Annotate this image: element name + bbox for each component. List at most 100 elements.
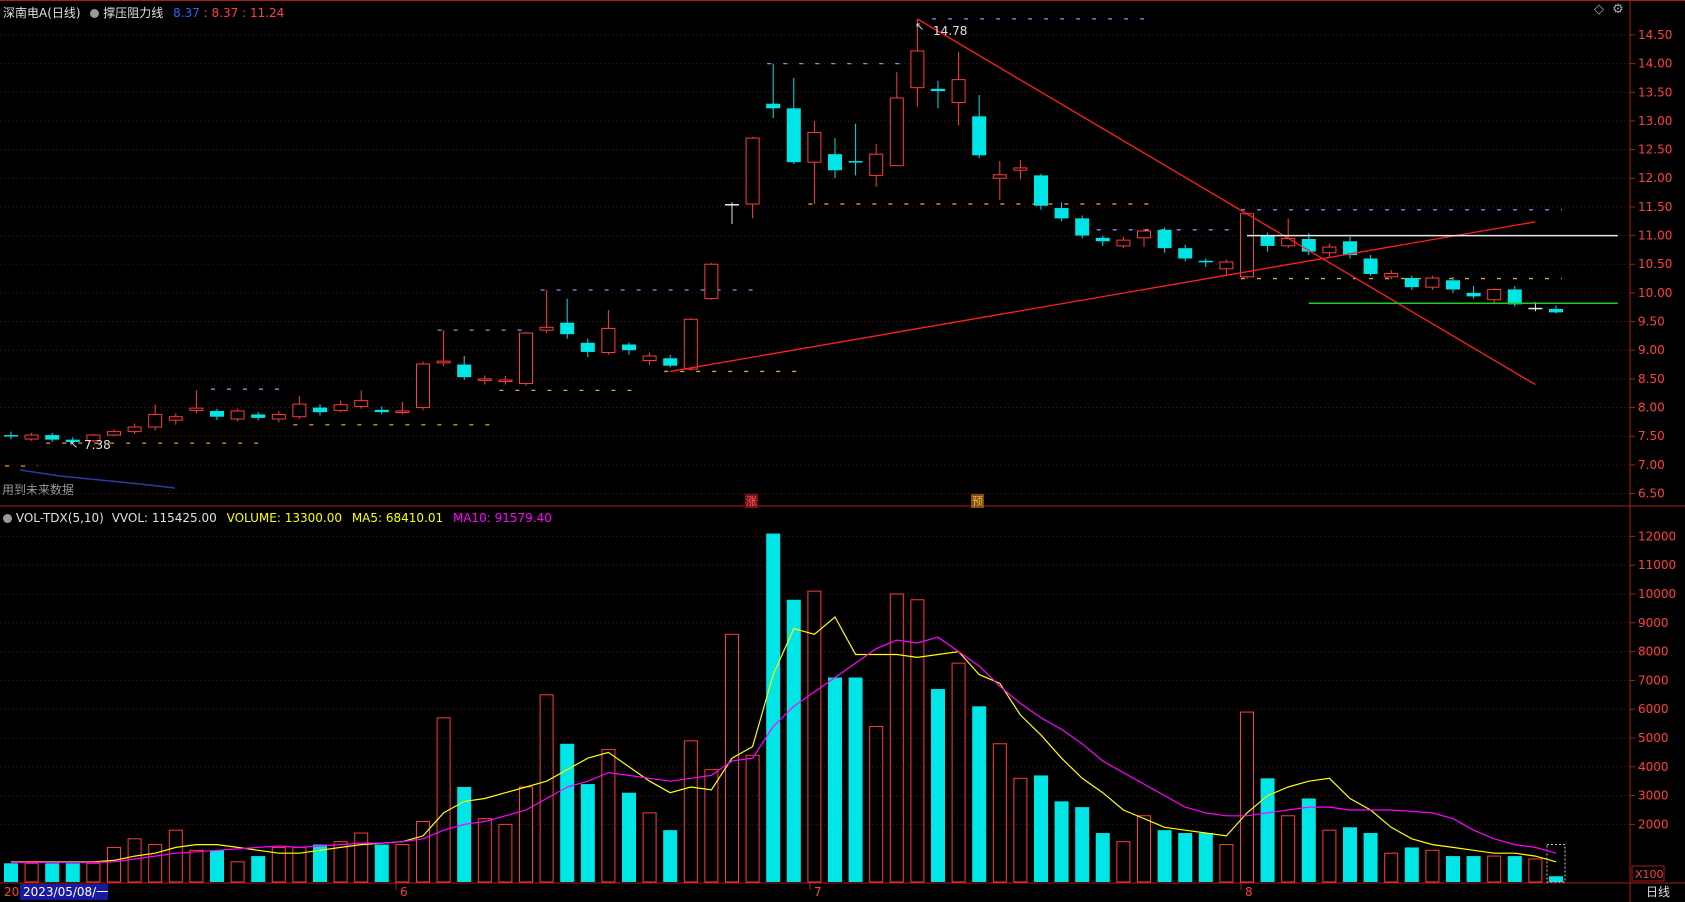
period-tab[interactable]: 日线 <box>1646 885 1670 899</box>
circle-icon[interactable] <box>90 9 100 18</box>
volume-bar <box>1384 852 1399 883</box>
future-data-curve <box>19 469 176 489</box>
gear-icon[interactable]: ⚙ <box>1612 2 1624 17</box>
price-tick-label: 9.00 <box>1638 343 1665 357</box>
candle-body <box>580 342 595 352</box>
volume-ma-lines <box>11 616 1557 864</box>
candle <box>457 355 472 381</box>
candle-body <box>725 204 739 206</box>
indicator-value-3: 11.24 <box>249 6 285 20</box>
price-tick-label: 12.50 <box>1638 143 1672 157</box>
candle-body <box>1013 167 1028 171</box>
min-price-arrow: ↖ <box>69 438 78 451</box>
candle-body <box>292 403 307 418</box>
candle-body <box>1116 239 1131 247</box>
volume-bar <box>1198 833 1213 882</box>
candle-body <box>1446 280 1460 290</box>
candle <box>436 330 451 367</box>
candle-body <box>189 407 204 411</box>
volume-indicator-name[interactable]: VOL-TDX(5,10) <box>15 511 104 525</box>
indicator-name[interactable]: 撑压阻力线 <box>103 6 164 20</box>
candle-body <box>1384 272 1399 278</box>
candle <box>1240 212 1254 279</box>
stock-name[interactable]: 深南电A <box>3 6 48 20</box>
candle-body <box>4 435 18 437</box>
candle <box>1116 236 1131 249</box>
candle-body <box>1240 213 1254 278</box>
volume-bar <box>24 862 39 883</box>
volume-bar <box>1363 833 1378 882</box>
max-price-label: 14.78 <box>933 24 967 38</box>
candle-body <box>374 409 389 413</box>
candle-body <box>395 410 410 413</box>
candle <box>1281 218 1296 249</box>
candle-body <box>1425 277 1440 288</box>
price-tick-label: 14.50 <box>1638 28 1672 42</box>
price-tick-label: 13.00 <box>1638 114 1672 128</box>
candle <box>539 290 554 334</box>
volume-bar <box>951 662 966 883</box>
volume-bar <box>65 863 80 882</box>
candle <box>951 52 966 126</box>
price-tick-label: 12.00 <box>1638 171 1672 185</box>
price-tick-label: 13.50 <box>1638 85 1672 99</box>
date-prefix: 20 <box>4 885 19 899</box>
volume-bar <box>766 533 781 882</box>
max-price-arrow: ↖ <box>915 20 924 33</box>
volume-bar <box>683 740 698 883</box>
candle <box>1178 244 1193 262</box>
volume-bar <box>1507 856 1522 882</box>
volume-bars <box>4 533 1566 883</box>
month-tick-6: 6 <box>400 885 408 899</box>
volume-bar <box>1054 801 1069 882</box>
candle <box>642 352 657 366</box>
candle-body <box>622 344 636 351</box>
candle <box>1446 276 1460 293</box>
volume-bar <box>725 633 739 883</box>
trend-lines <box>670 18 1618 386</box>
candle <box>292 396 307 420</box>
candle <box>1054 202 1069 222</box>
candle-body <box>807 131 822 163</box>
candle <box>1466 286 1481 299</box>
candle <box>1137 228 1151 248</box>
circle-icon[interactable] <box>3 514 12 523</box>
diamond-icon[interactable]: ◇ <box>1594 2 1604 17</box>
candle-body <box>1549 308 1563 313</box>
candle <box>972 95 987 159</box>
volume-header: VOL-TDX(5,10) VVOL: 115425.00 VOLUME: 13… <box>3 511 552 525</box>
price-tick-label: 8.50 <box>1638 372 1665 386</box>
volume-bar <box>828 677 842 882</box>
volume-bar <box>560 743 575 882</box>
volume-bar <box>457 786 472 882</box>
candle <box>148 404 163 431</box>
candle-body <box>127 426 142 433</box>
candle-body <box>1219 261 1234 270</box>
candle <box>127 423 142 434</box>
candles <box>4 18 1563 444</box>
ma10-value: MA10: 91579.40 <box>452 511 552 525</box>
volume-bar <box>931 689 945 882</box>
candle <box>1157 227 1172 253</box>
candle <box>663 354 678 368</box>
volume-bar <box>972 706 987 882</box>
volume-bar <box>251 856 266 882</box>
candle-body <box>416 363 430 409</box>
candle-body <box>1487 288 1502 301</box>
candle <box>1425 275 1440 291</box>
ma5-value: MA5: 68410.01 <box>351 511 444 525</box>
candle <box>807 120 822 205</box>
volume-bar <box>1137 815 1151 883</box>
candle-body <box>230 410 245 420</box>
candle <box>848 123 863 176</box>
candle <box>1549 305 1563 314</box>
candle-body <box>65 439 80 442</box>
volume-bar <box>1446 856 1460 882</box>
candle <box>210 408 224 421</box>
volume-tick-label: 6000 <box>1638 702 1669 716</box>
price-tick-label: 10.50 <box>1638 257 1672 271</box>
candle <box>251 412 266 421</box>
volume-bar <box>1404 847 1419 882</box>
candle <box>65 437 80 444</box>
